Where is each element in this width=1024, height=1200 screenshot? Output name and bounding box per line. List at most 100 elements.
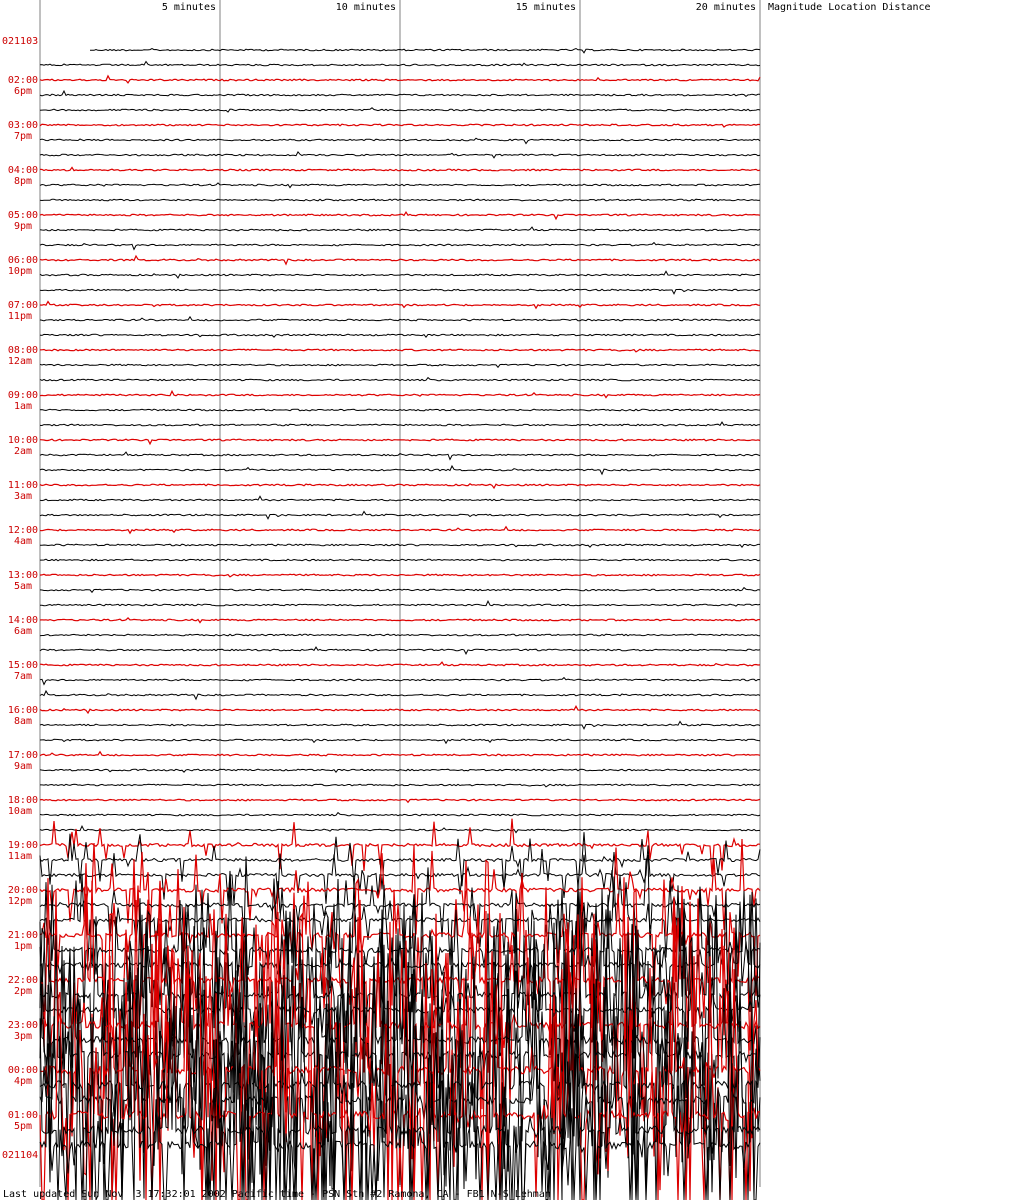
trace-line (39, 720, 761, 730)
hour-label-local: 8pm (14, 176, 32, 187)
hour-label-local: 5am (14, 581, 32, 592)
hour-label-local: 6am (14, 626, 32, 637)
hour-label-local: 4pm (14, 1076, 32, 1087)
trace-line (39, 975, 761, 1200)
trace-line (39, 408, 761, 412)
trace-line (39, 483, 761, 490)
hour-label-local: 12pm (8, 896, 32, 907)
trace-line (39, 888, 761, 1041)
trace-line (39, 226, 761, 232)
trace-line (39, 270, 761, 279)
trace-line (39, 210, 761, 221)
trace-line (39, 873, 761, 968)
hour-label-utc: 00:00 (8, 1065, 38, 1076)
traces (39, 47, 761, 1200)
trace-line (39, 464, 761, 476)
trace-line (39, 60, 761, 67)
hour-label-local: 3pm (14, 1031, 32, 1042)
hour-label-local: 7pm (14, 131, 32, 142)
hour-label-local: 8am (14, 716, 32, 727)
date-label: 021103 (2, 36, 38, 47)
trace-line (39, 166, 761, 172)
trace-line (39, 288, 761, 295)
trace-line (39, 768, 761, 774)
trace-line (39, 438, 761, 446)
trace-line (39, 451, 761, 461)
trace-line (90, 47, 761, 54)
hour-label-utc: 22:00 (8, 975, 38, 986)
hour-label-utc: 06:00 (8, 255, 38, 266)
trace-line (39, 182, 761, 189)
trace-line (39, 705, 761, 715)
hour-label-utc: 10:00 (8, 435, 38, 446)
trace-line (40, 543, 760, 549)
trace-line (39, 573, 761, 578)
hour-label-local: 3am (14, 491, 32, 502)
minute-tick-label: 5 minutes (162, 2, 216, 13)
trace-line (39, 137, 761, 145)
trace-line (39, 633, 761, 637)
hour-label-local: 10am (8, 806, 32, 817)
trace-line (39, 845, 761, 905)
trace-line (39, 904, 761, 1176)
trace-line (39, 348, 761, 353)
hour-label-local: 6pm (14, 86, 32, 97)
trace-line (39, 859, 761, 1006)
trace-line (39, 586, 761, 594)
hour-label-utc: 03:00 (8, 120, 38, 131)
hour-label-utc: 07:00 (8, 300, 38, 311)
minute-tick-label: 15 minutes (516, 2, 576, 13)
trace-line (39, 798, 761, 804)
date-label: 021104 (2, 1150, 38, 1161)
trace-line (39, 254, 761, 266)
trace-line (39, 832, 761, 891)
trace-line (40, 558, 761, 562)
trace-line (39, 151, 761, 159)
trace-line (39, 198, 761, 202)
trace-line (39, 74, 761, 84)
trace-line (39, 315, 761, 322)
hour-label-local: 1pm (14, 941, 32, 952)
trace-line (39, 901, 761, 1200)
hour-label-utc: 19:00 (8, 840, 38, 851)
hour-label-utc: 05:00 (8, 210, 38, 221)
hour-label-utc: 15:00 (8, 660, 38, 671)
hour-label-utc: 08:00 (8, 345, 38, 356)
side-columns-header: Magnitude Location Distance (768, 2, 931, 13)
hour-label-utc: 14:00 (8, 615, 38, 626)
trace-line (39, 123, 761, 128)
hour-label-utc: 20:00 (8, 885, 38, 896)
trace-line (39, 738, 761, 745)
trace-line (39, 363, 761, 369)
hour-label-local: 7am (14, 671, 32, 682)
trace-line (39, 510, 761, 520)
hour-label-utc: 17:00 (8, 750, 38, 761)
hour-label-local: 2am (14, 446, 32, 457)
hour-label-local: 9am (14, 761, 32, 772)
hour-label-local: 11am (8, 851, 32, 862)
trace-line (39, 241, 761, 251)
hour-label-utc: 04:00 (8, 165, 38, 176)
trace-line (39, 825, 761, 834)
hour-label-local: 11pm (8, 311, 32, 322)
hour-label-utc: 02:00 (8, 75, 38, 86)
hour-label-local: 1am (14, 401, 32, 412)
hour-label-utc: 21:00 (8, 930, 38, 941)
hour-label-utc: 23:00 (8, 1020, 38, 1031)
trace-line (40, 783, 761, 788)
trace-line (39, 333, 761, 339)
trace-line (39, 811, 761, 817)
hour-label-utc: 11:00 (8, 480, 38, 491)
trace-line (39, 676, 761, 686)
hour-label-utc: 12:00 (8, 525, 38, 536)
hour-label-local: 4am (14, 536, 32, 547)
minute-tick-label: 10 minutes (336, 2, 396, 13)
trace-line (39, 919, 761, 1200)
trace-line (39, 689, 761, 701)
trace-line (39, 930, 761, 1200)
hour-label-local: 2pm (14, 986, 32, 997)
trace-line (39, 646, 761, 656)
hour-label-utc: 09:00 (8, 390, 38, 401)
